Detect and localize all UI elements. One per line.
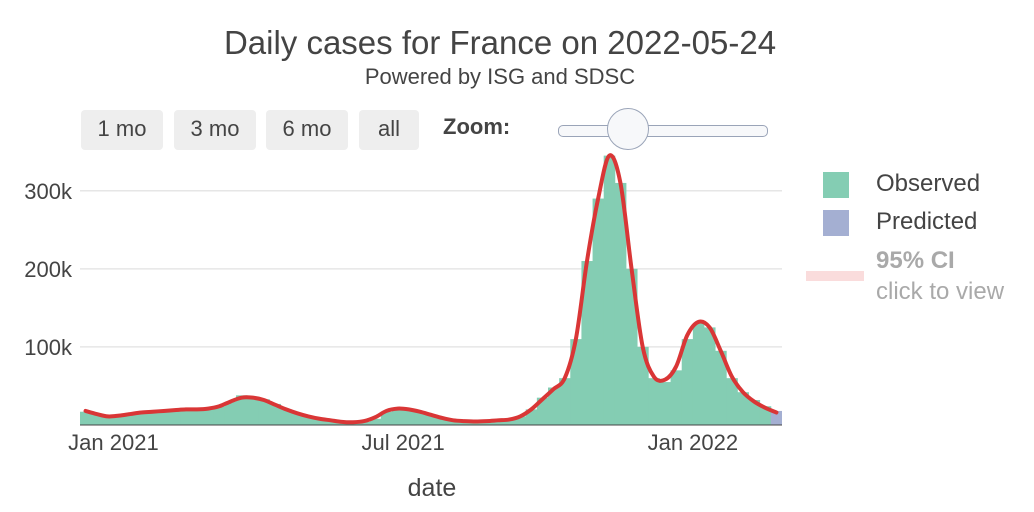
legend-swatch-ci — [806, 271, 864, 281]
observed-bar — [759, 406, 772, 425]
observed-bar — [302, 416, 315, 425]
observed-bar — [169, 410, 181, 425]
observed-bar — [692, 323, 705, 425]
observed-bar — [258, 399, 270, 425]
observed-bar — [291, 413, 304, 425]
smoothed-trend-line — [83, 153, 779, 425]
observed-bar — [213, 406, 226, 425]
range-button-3-months[interactable]: 3 mo — [174, 110, 256, 150]
y-tick-label-0: 100k — [24, 335, 73, 360]
legend-swatch-predicted — [823, 210, 849, 236]
chart-subtitle: Powered by ISG and SDSC — [364, 64, 636, 89]
legend-swatch-observed — [823, 172, 849, 198]
observed-bar — [325, 420, 337, 425]
x-tick-label-0: Jan 2021 — [68, 430, 159, 455]
zoom-slider-handle[interactable] — [607, 108, 649, 150]
observed-bar — [670, 370, 683, 425]
legend-label-ci[interactable]: 95% CI — [876, 247, 955, 274]
y-tick-label-2: 300k — [24, 179, 73, 204]
observed-bar — [525, 409, 538, 425]
range-button-6-months[interactable]: 6 mo — [266, 110, 348, 150]
observed-bar — [503, 419, 515, 425]
observed-bar — [102, 416, 114, 425]
predicted-bar — [770, 410, 782, 425]
observed-bar — [648, 378, 660, 425]
observed-bar — [224, 401, 237, 425]
x-tick-label-1: Jul 2021 — [362, 430, 445, 455]
observed-bar — [269, 403, 281, 425]
observed-bar — [603, 155, 616, 425]
observed-bar — [681, 339, 694, 425]
range-button-all[interactable]: all — [359, 110, 419, 150]
observed-bar — [536, 397, 549, 425]
range-button-1-month[interactable]: 1 mo — [81, 110, 163, 150]
observed-bar — [704, 327, 716, 425]
chart-title: Daily cases for France on 2022-05-24 — [223, 24, 777, 61]
observed-bar — [737, 392, 749, 425]
grid-layer — [80, 190, 782, 348]
observed-bar — [280, 409, 293, 425]
observed-bar — [202, 408, 215, 425]
observed-bar — [247, 396, 259, 425]
legend-sublabel-ci[interactable]: click to view — [876, 278, 1005, 305]
observed-bar — [380, 411, 393, 425]
legend-label-observed[interactable]: Observed — [876, 170, 981, 197]
observed-bar — [637, 346, 649, 425]
observed-bar — [626, 268, 638, 425]
observed-bar — [80, 411, 92, 425]
observed-bar — [581, 261, 593, 425]
bars-layer — [80, 155, 782, 425]
observed-bar — [559, 378, 571, 425]
observed-bar — [492, 420, 504, 425]
observed-bar — [358, 421, 371, 425]
observed-bar — [592, 198, 605, 425]
observed-bar — [614, 182, 627, 425]
observed-bar — [425, 414, 437, 425]
observed-bar — [124, 414, 137, 425]
observed-bar — [715, 350, 727, 425]
observed-bar — [726, 378, 738, 425]
observed-bar — [236, 395, 248, 425]
line-layer — [83, 153, 779, 425]
observed-bar — [414, 411, 426, 425]
observed-bar — [392, 408, 404, 425]
observed-bar — [191, 410, 203, 425]
x-tick-label-2: Jan 2022 — [648, 430, 739, 455]
observed-bar — [514, 416, 527, 425]
observed-bar — [314, 418, 326, 425]
zoom-slider-track[interactable] — [558, 125, 768, 137]
x-axis-title: date — [407, 474, 457, 502]
axis-layer: 100k 200k 300k Jan 2021 Jul 2021 Jan 2022 — [24, 179, 782, 455]
observed-bar — [570, 339, 582, 425]
observed-bar — [135, 412, 148, 425]
y-tick-label-1: 200k — [24, 257, 73, 282]
legend-label-predicted[interactable]: Predicted — [876, 208, 978, 235]
observed-bar — [146, 411, 159, 425]
observed-bar — [158, 410, 170, 425]
zoom-label: Zoom: — [443, 114, 511, 139]
observed-bar — [369, 418, 382, 425]
observed-bar — [91, 414, 103, 425]
observed-bar — [447, 420, 460, 425]
observed-bar — [113, 415, 125, 425]
observed-bar — [659, 382, 671, 425]
observed-bar — [548, 387, 560, 425]
observed-bar — [180, 409, 192, 425]
observed-bar — [403, 409, 415, 425]
observed-bar — [748, 400, 761, 425]
observed-bar — [436, 417, 449, 425]
